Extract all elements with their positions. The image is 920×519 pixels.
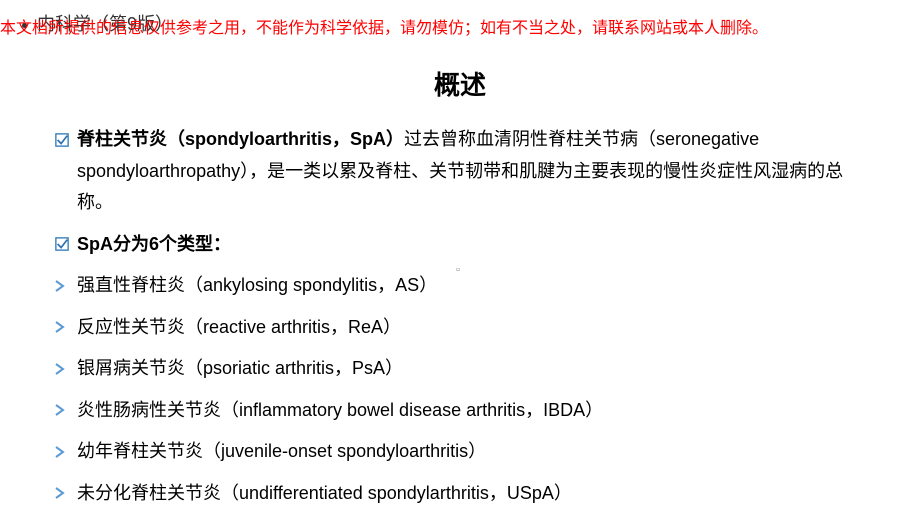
page-title: 概述 (55, 65, 865, 102)
list-item: 幼年脊柱关节炎（juvenile-onset spondyloarthritis… (55, 436, 865, 468)
list-item: 脊柱关节炎（spondyloarthritis，SpA）过去曾称血清阴性脊柱关节… (55, 124, 865, 219)
item-text: 未分化脊柱关节炎（undifferentiated spondylarthrit… (77, 478, 865, 510)
content-area: 概述 脊柱关节炎（spondyloarthritis，SpA）过去曾称血清阴性脊… (0, 65, 920, 519)
item-rest-text: 炎性肠病性关节炎（inflammatory bowel disease arth… (77, 400, 603, 420)
list-item: 银屑病关节炎（psoriatic arthritis，PsA） (55, 353, 865, 385)
list-item: 强直性脊柱炎（ankylosing spondylitis，AS） (55, 270, 865, 302)
list-item: 未分化脊柱关节炎（undifferentiated spondylarthrit… (55, 478, 865, 510)
checkbox-icon (55, 124, 77, 155)
item-text: 脊柱关节炎（spondyloarthritis，SpA）过去曾称血清阴性脊柱关节… (77, 124, 865, 219)
chevron-icon (55, 312, 77, 343)
item-rest-text: 银屑病关节炎（psoriatic arthritis，PsA） (77, 358, 403, 378)
item-text: 炎性肠病性关节炎（inflammatory bowel disease arth… (77, 395, 865, 427)
item-list: 脊柱关节炎（spondyloarthritis，SpA）过去曾称血清阴性脊柱关节… (55, 124, 865, 509)
checkbox-icon (55, 229, 77, 260)
chevron-icon (55, 478, 77, 509)
chevron-icon (55, 395, 77, 426)
item-text: 强直性脊柱炎（ankylosing spondylitis，AS） (77, 270, 865, 302)
item-rest-text: 幼年脊柱关节炎（juvenile-onset spondyloarthritis… (77, 441, 486, 461)
item-bold-prefix: 脊柱关节炎（spondyloarthritis，SpA） (77, 129, 404, 149)
list-item: 炎性肠病性关节炎（inflammatory bowel disease arth… (55, 395, 865, 427)
center-marker: ▫ (456, 264, 460, 276)
item-rest-text: 强直性脊柱炎（ankylosing spondylitis，AS） (77, 275, 437, 295)
item-rest-text: 反应性关节炎（reactive arthritis，ReA） (77, 317, 401, 337)
item-text: SpA分为6个类型： (77, 229, 865, 261)
chevron-icon (55, 270, 77, 301)
list-item: 反应性关节炎（reactive arthritis，ReA） (55, 312, 865, 344)
item-bold-prefix: SpA分为6个类型： (77, 234, 231, 254)
chevron-icon (55, 436, 77, 467)
item-text: 幼年脊柱关节炎（juvenile-onset spondyloarthritis… (77, 436, 865, 468)
list-item: SpA分为6个类型： (55, 229, 865, 261)
item-rest-text: 未分化脊柱关节炎（undifferentiated spondylarthrit… (77, 483, 572, 503)
item-text: 银屑病关节炎（psoriatic arthritis，PsA） (77, 353, 865, 385)
chevron-icon (55, 353, 77, 384)
item-text: 反应性关节炎（reactive arthritis，ReA） (77, 312, 865, 344)
disclaimer-text: 本文档所提供的信息仅供参考之用，不能作为科学依据，请勿模仿；如有不当之处，请联系… (0, 14, 920, 38)
